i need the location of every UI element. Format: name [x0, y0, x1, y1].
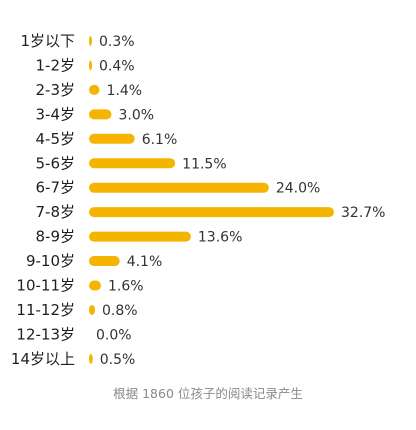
category-label: 4-5岁 [36, 130, 76, 148]
category-label: 8-9岁 [36, 228, 76, 246]
category-label: 5-6岁 [36, 154, 76, 172]
value-label: 6.1% [142, 132, 178, 148]
category-label: 14岁以上 [11, 350, 75, 368]
category-label: 2-3岁 [36, 81, 76, 99]
bar [89, 133, 135, 144]
category-label: 3-4岁 [36, 105, 76, 123]
bar [89, 256, 120, 267]
category-label: 9-10岁 [26, 252, 75, 270]
value-label: 0.8% [102, 303, 138, 319]
bar [89, 84, 100, 95]
bar [89, 60, 92, 71]
value-label: 13.6% [198, 230, 242, 246]
value-label: 3.0% [118, 107, 154, 123]
bar [89, 304, 95, 315]
value-label: 0.3% [99, 34, 135, 50]
bar [89, 158, 176, 169]
bar [89, 231, 191, 242]
category-label: 7-8岁 [36, 203, 76, 221]
value-label: 4.1% [127, 254, 163, 270]
category-label: 11-12岁 [16, 301, 75, 319]
bar [89, 36, 92, 46]
bar [89, 353, 93, 364]
category-label: 1-2岁 [36, 56, 76, 74]
category-label: 1岁以下 [20, 32, 75, 50]
bar [89, 207, 334, 218]
value-label: 1.4% [106, 83, 142, 99]
category-label: 6-7岁 [36, 179, 76, 197]
category-label: 12-13岁 [16, 325, 75, 343]
bar [89, 280, 101, 291]
bar [89, 182, 269, 193]
value-label: 0.0% [96, 327, 132, 343]
value-label: 24.0% [276, 181, 320, 197]
chart-caption: 根据 1860 位孩子的阅读记录产生 [113, 386, 303, 401]
category-label: 10-11岁 [16, 277, 75, 295]
value-label: 11.5% [182, 156, 226, 172]
value-label: 1.6% [108, 279, 144, 295]
value-label: 32.7% [341, 205, 385, 221]
value-label: 0.4% [99, 58, 135, 74]
value-label: 0.5% [100, 352, 136, 368]
bar [89, 109, 112, 120]
